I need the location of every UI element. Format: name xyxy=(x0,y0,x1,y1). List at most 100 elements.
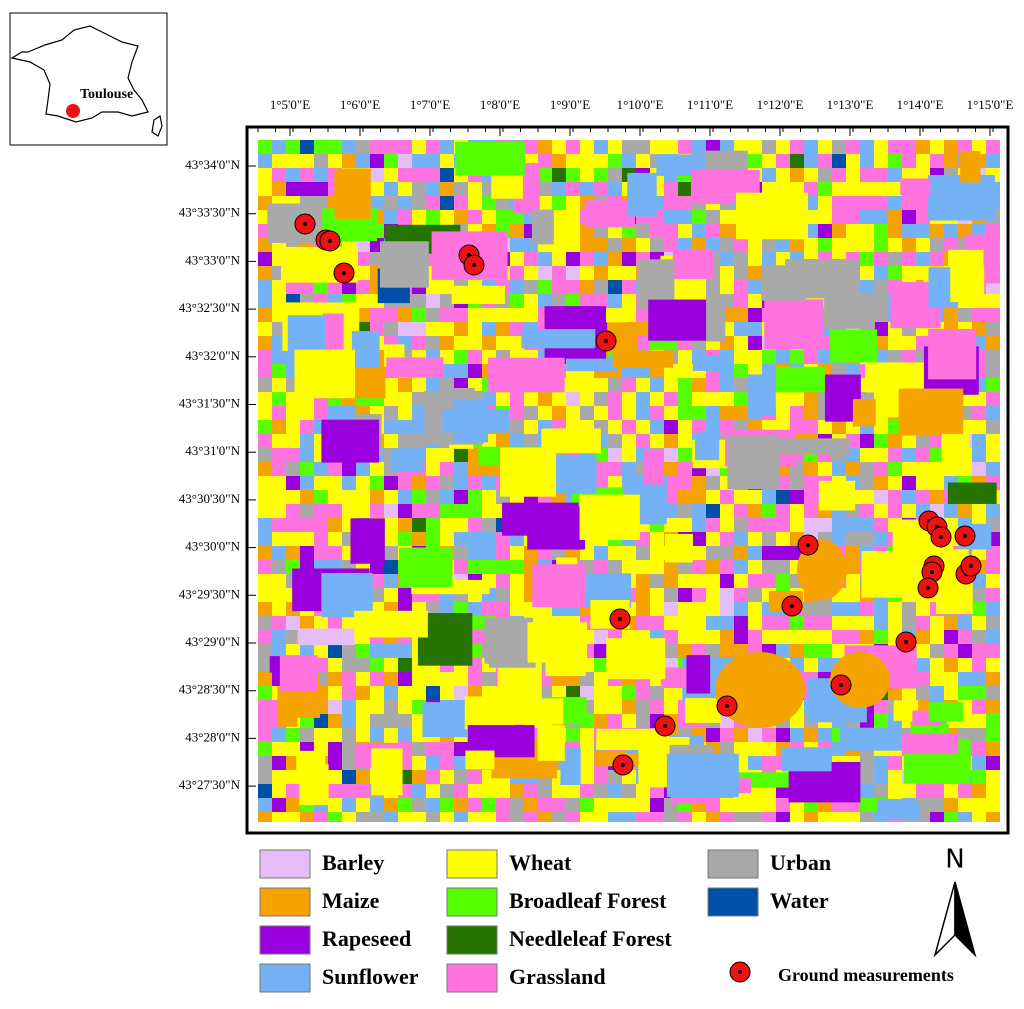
raster-patch xyxy=(386,357,444,378)
raster-cell xyxy=(468,672,482,686)
raster-cell xyxy=(930,644,944,658)
raster-cell xyxy=(412,196,426,210)
raster-cell xyxy=(874,476,888,490)
raster-cell xyxy=(258,378,272,392)
raster-cell xyxy=(734,504,748,518)
raster-cell xyxy=(440,308,454,322)
raster-patch xyxy=(960,150,981,183)
raster-cell xyxy=(272,364,286,378)
raster-patch xyxy=(354,610,428,638)
raster-cell xyxy=(916,490,930,504)
raster-cell xyxy=(818,644,832,658)
raster-cell xyxy=(958,686,972,700)
raster-cell xyxy=(608,224,622,238)
raster-cell xyxy=(272,406,286,420)
raster-cell xyxy=(594,224,608,238)
raster-cell xyxy=(328,728,342,742)
raster-cell xyxy=(398,140,412,154)
raster-cell xyxy=(846,602,860,616)
raster-cell xyxy=(272,728,286,742)
raster-patch xyxy=(643,450,664,485)
raster-cell xyxy=(790,644,804,658)
raster-cell xyxy=(902,168,916,182)
raster-cell xyxy=(874,224,888,238)
raster-cell xyxy=(748,630,762,644)
raster-cell xyxy=(300,532,314,546)
raster-cell xyxy=(272,476,286,490)
raster-cell xyxy=(874,756,888,770)
legend-label: Sunflower xyxy=(322,964,419,989)
raster-cell xyxy=(776,532,790,546)
raster-cell xyxy=(706,490,720,504)
raster-cell xyxy=(328,770,342,784)
raster-cell xyxy=(300,518,314,532)
raster-cell xyxy=(790,140,804,154)
raster-cell xyxy=(272,756,286,770)
raster-cell xyxy=(692,602,706,616)
raster-cell xyxy=(328,546,342,560)
raster-cell xyxy=(734,742,748,756)
raster-cell xyxy=(636,322,650,336)
raster-cell xyxy=(328,714,342,728)
raster-cell xyxy=(678,602,692,616)
raster-cell xyxy=(356,770,370,784)
ground-point-center xyxy=(604,339,608,343)
raster-cell xyxy=(748,294,762,308)
raster-cell xyxy=(930,784,944,798)
raster-cell xyxy=(384,798,398,812)
raster-patch xyxy=(664,533,693,563)
raster-cell xyxy=(566,686,580,700)
raster-cell xyxy=(608,700,622,714)
legend-label: Maize xyxy=(322,888,380,913)
raster-cell xyxy=(790,504,804,518)
raster-cell xyxy=(286,476,300,490)
raster-cell xyxy=(258,546,272,560)
raster-cell xyxy=(944,812,958,822)
raster-cell xyxy=(328,406,342,420)
raster-cell xyxy=(636,714,650,728)
raster-cell xyxy=(762,756,776,770)
raster-cell xyxy=(804,644,818,658)
raster-cell xyxy=(482,308,496,322)
raster-cell xyxy=(412,686,426,700)
raster-patch xyxy=(541,428,601,454)
raster-cell xyxy=(902,616,916,630)
raster-cell xyxy=(468,812,482,822)
raster-cell xyxy=(874,490,888,504)
raster-cell xyxy=(734,798,748,812)
raster-cell xyxy=(440,504,454,518)
raster-cell xyxy=(720,140,734,154)
raster-cell xyxy=(790,476,804,490)
raster-cell xyxy=(594,378,608,392)
raster-cell xyxy=(916,448,930,462)
raster-cell xyxy=(426,672,440,686)
raster-cell xyxy=(790,518,804,532)
raster-cell xyxy=(888,350,902,364)
raster-cell xyxy=(776,406,790,420)
lat-tick-label: 43°32'0"N xyxy=(185,348,240,363)
raster-cell xyxy=(622,560,636,574)
raster-cell xyxy=(650,546,664,560)
raster-patch xyxy=(887,803,921,821)
raster-cell xyxy=(440,742,454,756)
raster-cell xyxy=(622,784,636,798)
raster-cell xyxy=(496,574,510,588)
raster-cell xyxy=(384,546,398,560)
raster-cell xyxy=(692,546,706,560)
lat-tick-label: 43°30'0"N xyxy=(185,539,240,554)
raster-cell xyxy=(692,812,706,822)
raster-cell xyxy=(888,602,902,616)
raster-cell xyxy=(818,210,832,224)
raster-cell xyxy=(692,630,706,644)
raster-cell xyxy=(944,154,958,168)
raster-cell xyxy=(510,420,524,434)
raster-cell xyxy=(594,560,608,574)
raster-cell xyxy=(622,140,636,154)
raster-patch xyxy=(735,192,808,240)
raster-cell xyxy=(356,266,370,280)
raster-cell xyxy=(552,238,566,252)
raster-cell xyxy=(594,406,608,420)
raster-cell xyxy=(636,434,650,448)
raster-cell xyxy=(930,476,944,490)
